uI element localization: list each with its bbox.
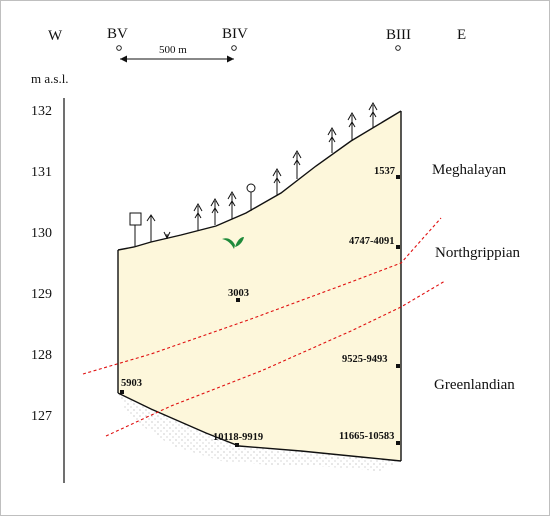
east-label: E — [457, 27, 466, 43]
stage-northgrippian: Northgrippian — [435, 245, 520, 261]
age-10118-9919: 10118-9919 — [213, 432, 263, 443]
scale-bar-label: 500 m — [159, 44, 187, 56]
borehole-biii-marker — [395, 45, 401, 51]
age-11665-10583: 11665-10583 — [339, 431, 394, 442]
borehole-biv-label: BIV — [222, 26, 248, 42]
y-tick-129: 129 — [31, 287, 52, 302]
borehole-biii-label: BIII — [386, 27, 411, 43]
vegetation-symbols — [129, 101, 378, 247]
sample-marker-5903 — [120, 390, 124, 394]
stage-greenlandian: Greenlandian — [434, 377, 515, 393]
borehole-bv-label: BV — [107, 26, 128, 42]
boundary-greenlandian-base — [105, 280, 446, 437]
age-3003: 3003 — [228, 288, 249, 299]
age-5903: 5903 — [121, 378, 142, 389]
sample-markers — [120, 175, 400, 447]
boundary-northgrippian-greenlandian — [82, 217, 442, 375]
sediment-body — [118, 111, 401, 461]
age-4747-4091: 4747-4091 — [349, 236, 395, 247]
y-tick-130: 130 — [31, 226, 52, 241]
scale-bar — [120, 55, 234, 63]
y-axis-unit-label: m a.s.l. — [31, 71, 69, 86]
y-tick-128: 128 — [31, 348, 52, 363]
leaf-fossil-icon — [222, 237, 244, 249]
west-label: W — [48, 28, 63, 44]
sample-marker-10118 — [235, 443, 239, 447]
basal-dotted-layer — [118, 393, 401, 471]
stage-meghalayan: Meghalayan — [432, 162, 507, 178]
borehole-biv-marker — [231, 45, 237, 51]
sample-marker-4747 — [396, 245, 400, 249]
borehole-bv-marker — [116, 45, 122, 51]
y-tick-132: 132 — [31, 104, 52, 119]
sample-marker-9525 — [396, 364, 400, 368]
sample-marker-11665 — [396, 441, 400, 445]
age-1537: 1537 — [374, 166, 395, 177]
y-tick-131: 131 — [31, 165, 52, 180]
age-9525-9493: 9525-9493 — [342, 354, 388, 365]
sample-marker-1537 — [396, 175, 400, 179]
sample-marker-3003 — [236, 298, 240, 302]
y-tick-127: 127 — [31, 409, 52, 424]
